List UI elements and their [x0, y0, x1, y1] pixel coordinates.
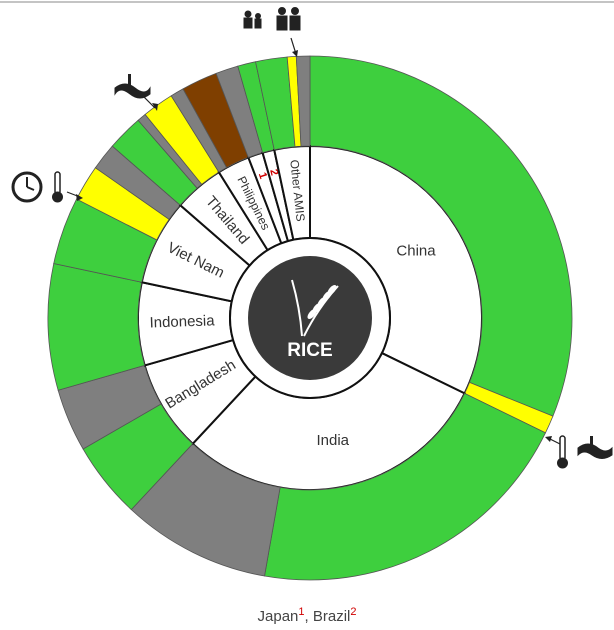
icons [11, 7, 613, 469]
segment-label: China [396, 243, 436, 260]
condition-segment [295, 55, 311, 147]
segment-label: Indonesia [149, 312, 215, 331]
rice-icon [291, 279, 339, 337]
flood-icon [114, 74, 158, 111]
grain [327, 285, 337, 295]
footnote-mark: 1 [298, 606, 304, 618]
condition-segment [309, 55, 573, 417]
clock-thermometer-icon [11, 171, 83, 203]
segment-label: Other AMIS [287, 159, 307, 222]
segment-label: India [317, 432, 350, 449]
footnote-mark: 2 [350, 606, 356, 618]
thermometer-flood-icon [545, 435, 613, 469]
center-label: RICE [287, 340, 332, 361]
stem [291, 279, 303, 337]
footnote: Japan1, Brazil2 [258, 606, 357, 625]
people-icon [243, 7, 301, 57]
footnote-text: , Brazil [305, 608, 351, 625]
segment-number: 1 [256, 171, 269, 181]
condition-segment [264, 392, 547, 581]
segment-number: 2 [267, 168, 280, 177]
footnote-text: Japan [258, 608, 299, 625]
